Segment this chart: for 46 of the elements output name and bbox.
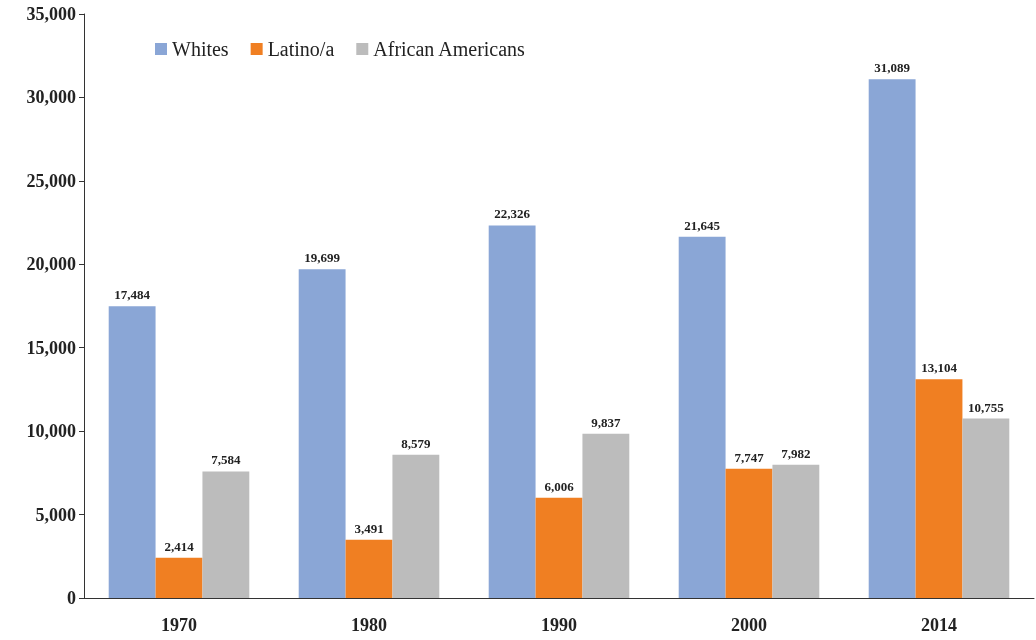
bar	[772, 464, 820, 598]
bar	[298, 269, 346, 598]
data-label: 2,414	[164, 538, 195, 554]
x-tick-label: 1970	[161, 615, 197, 635]
y-tick-label: 25,000	[26, 170, 76, 191]
bar	[582, 433, 630, 598]
bar	[535, 497, 583, 598]
bar	[392, 454, 440, 598]
data-label: 8,579	[401, 435, 431, 451]
data-label: 21,645	[684, 217, 721, 233]
data-label: 31,089	[874, 60, 911, 76]
data-label: 7,747	[734, 449, 765, 465]
data-label: 10,755	[967, 399, 1005, 415]
data-label: 22,326	[494, 206, 531, 222]
data-label: 7,982	[781, 445, 811, 461]
bar	[915, 379, 963, 598]
bar	[488, 225, 536, 598]
data-label: 7,584	[211, 452, 241, 468]
bar	[678, 236, 726, 598]
data-label: 19,699	[304, 250, 341, 266]
data-label: 6,006	[544, 478, 575, 494]
bar	[108, 306, 156, 598]
bar	[202, 471, 250, 598]
bar	[155, 557, 203, 598]
y-tick-label: 35,000	[26, 4, 76, 24]
data-label: 17,484	[114, 287, 151, 303]
bar	[962, 418, 1010, 598]
x-tick-label: 1990	[541, 615, 577, 635]
data-label: 9,837	[591, 414, 621, 430]
data-label: 3,491	[354, 520, 384, 536]
y-tick-label: 0	[67, 588, 76, 608]
legend-label: African Americans	[373, 38, 526, 60]
bar	[868, 79, 916, 598]
legend-label: Whites	[172, 38, 229, 60]
bar	[345, 539, 393, 598]
y-tick-label: 20,000	[26, 254, 76, 275]
x-tick-label: 1980	[351, 615, 387, 635]
bar	[725, 468, 773, 598]
data-label: 13,104	[921, 360, 958, 376]
y-tick-label: 15,000	[26, 337, 76, 358]
y-tick-label: 5,000	[35, 504, 76, 525]
y-tick-label: 10,000	[26, 421, 76, 442]
x-tick-label: 2014	[921, 615, 957, 635]
legend-label: Latino/a	[267, 38, 335, 60]
x-tick-label: 2000	[731, 615, 767, 635]
y-tick-label: 30,000	[26, 87, 76, 108]
